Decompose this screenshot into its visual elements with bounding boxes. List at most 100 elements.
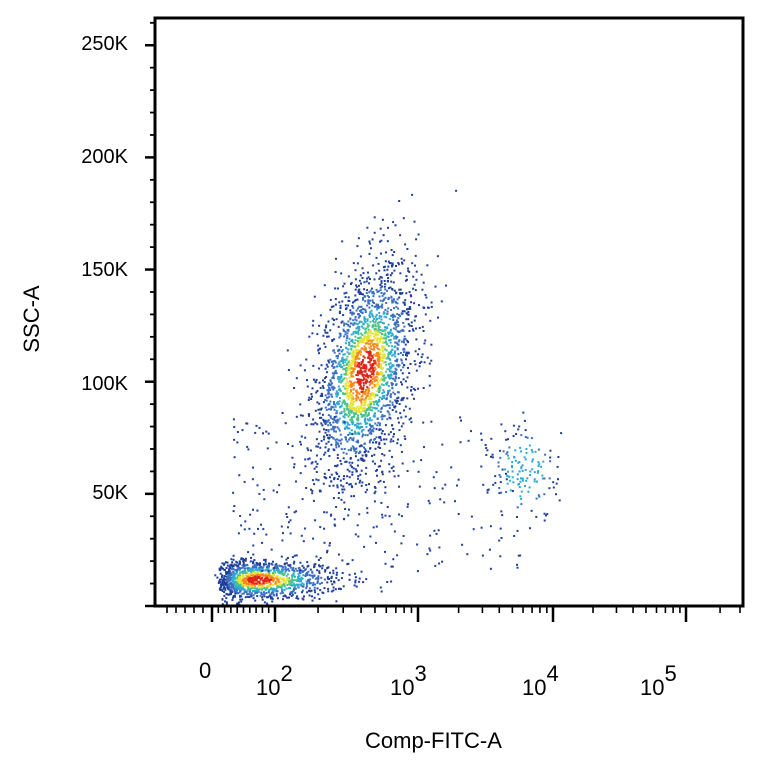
- data-point: [526, 477, 529, 480]
- data-point: [354, 432, 357, 435]
- data-point: [528, 444, 531, 447]
- data-point: [298, 571, 301, 574]
- data-point: [364, 300, 367, 303]
- data-point: [332, 448, 335, 451]
- data-point: [354, 468, 357, 471]
- data-point: [334, 524, 337, 527]
- data-point: [343, 399, 346, 402]
- data-point: [254, 566, 257, 568]
- data-point: [236, 441, 239, 444]
- data-point: [399, 288, 402, 291]
- data-point: [390, 467, 393, 470]
- data-point: [251, 581, 254, 584]
- data-point: [386, 368, 389, 371]
- data-point: [354, 581, 357, 584]
- data-point: [269, 595, 272, 598]
- data-point: [247, 586, 249, 589]
- data-point: [543, 512, 546, 515]
- data-point: [268, 565, 270, 568]
- data-point: [366, 386, 369, 389]
- data-point: [311, 489, 314, 492]
- data-point: [359, 336, 362, 339]
- data-point: [360, 282, 362, 285]
- data-point: [335, 465, 338, 468]
- data-point: [361, 435, 364, 438]
- data-point: [350, 447, 353, 450]
- data-point: [357, 348, 360, 351]
- data-point: [552, 486, 555, 489]
- data-point: [391, 272, 394, 275]
- data-point: [456, 484, 458, 487]
- data-point: [343, 416, 346, 419]
- data-point: [341, 358, 344, 361]
- data-point: [266, 587, 269, 590]
- data-point: [345, 460, 348, 463]
- data-point: [298, 566, 301, 569]
- data-point: [375, 385, 378, 388]
- data-point: [328, 361, 331, 364]
- data-point: [294, 587, 297, 590]
- data-point: [243, 564, 245, 567]
- data-point: [220, 578, 223, 581]
- data-point: [304, 575, 307, 577]
- data-point: [359, 479, 362, 482]
- data-point: [371, 315, 374, 317]
- data-point: [537, 494, 540, 497]
- data-point: [360, 457, 363, 460]
- data-point: [299, 364, 302, 367]
- data-point: [380, 292, 383, 294]
- data-point: [350, 348, 353, 351]
- data-point: [335, 393, 338, 395]
- data-point: [352, 301, 354, 304]
- data-point: [404, 380, 407, 383]
- data-point: [356, 353, 359, 356]
- data-point: [305, 573, 307, 576]
- data-point: [352, 353, 355, 356]
- data-point: [225, 582, 227, 584]
- data-point: [311, 387, 314, 390]
- data-point: [347, 449, 350, 452]
- data-point: [239, 561, 242, 564]
- data-point: [377, 351, 380, 354]
- data-point: [268, 584, 271, 587]
- data-point: [329, 416, 332, 419]
- data-point: [369, 311, 372, 314]
- data-point: [370, 401, 373, 404]
- data-point: [299, 472, 302, 475]
- data-point: [340, 577, 343, 580]
- data-point: [262, 563, 265, 566]
- data-point: [360, 444, 363, 447]
- data-point: [358, 383, 361, 386]
- data-point: [531, 468, 534, 471]
- data-point: [318, 402, 321, 405]
- data-point: [380, 315, 383, 318]
- data-point: [367, 407, 370, 410]
- data-point: [223, 591, 226, 593]
- data-point: [387, 385, 390, 388]
- data-point: [397, 263, 400, 266]
- data-point: [264, 580, 267, 583]
- data-point: [374, 325, 377, 328]
- data-point: [437, 529, 440, 532]
- data-point: [287, 443, 289, 445]
- data-point: [376, 318, 379, 321]
- data-point: [279, 577, 282, 579]
- data-point: [343, 335, 346, 338]
- data-point: [379, 283, 382, 286]
- data-point: [325, 511, 328, 514]
- data-point: [403, 409, 405, 412]
- data-point: [349, 325, 351, 328]
- data-point: [311, 576, 314, 579]
- data-point: [516, 566, 519, 569]
- data-point: [252, 575, 255, 578]
- data-point: [287, 579, 289, 582]
- data-point: [369, 382, 372, 385]
- data-point: [359, 473, 362, 476]
- data-point: [535, 497, 538, 500]
- data-point: [300, 435, 303, 438]
- data-point: [319, 526, 322, 529]
- data-point: [294, 584, 296, 587]
- data-point: [253, 576, 256, 579]
- data-point: [423, 342, 426, 345]
- data-point: [391, 354, 394, 357]
